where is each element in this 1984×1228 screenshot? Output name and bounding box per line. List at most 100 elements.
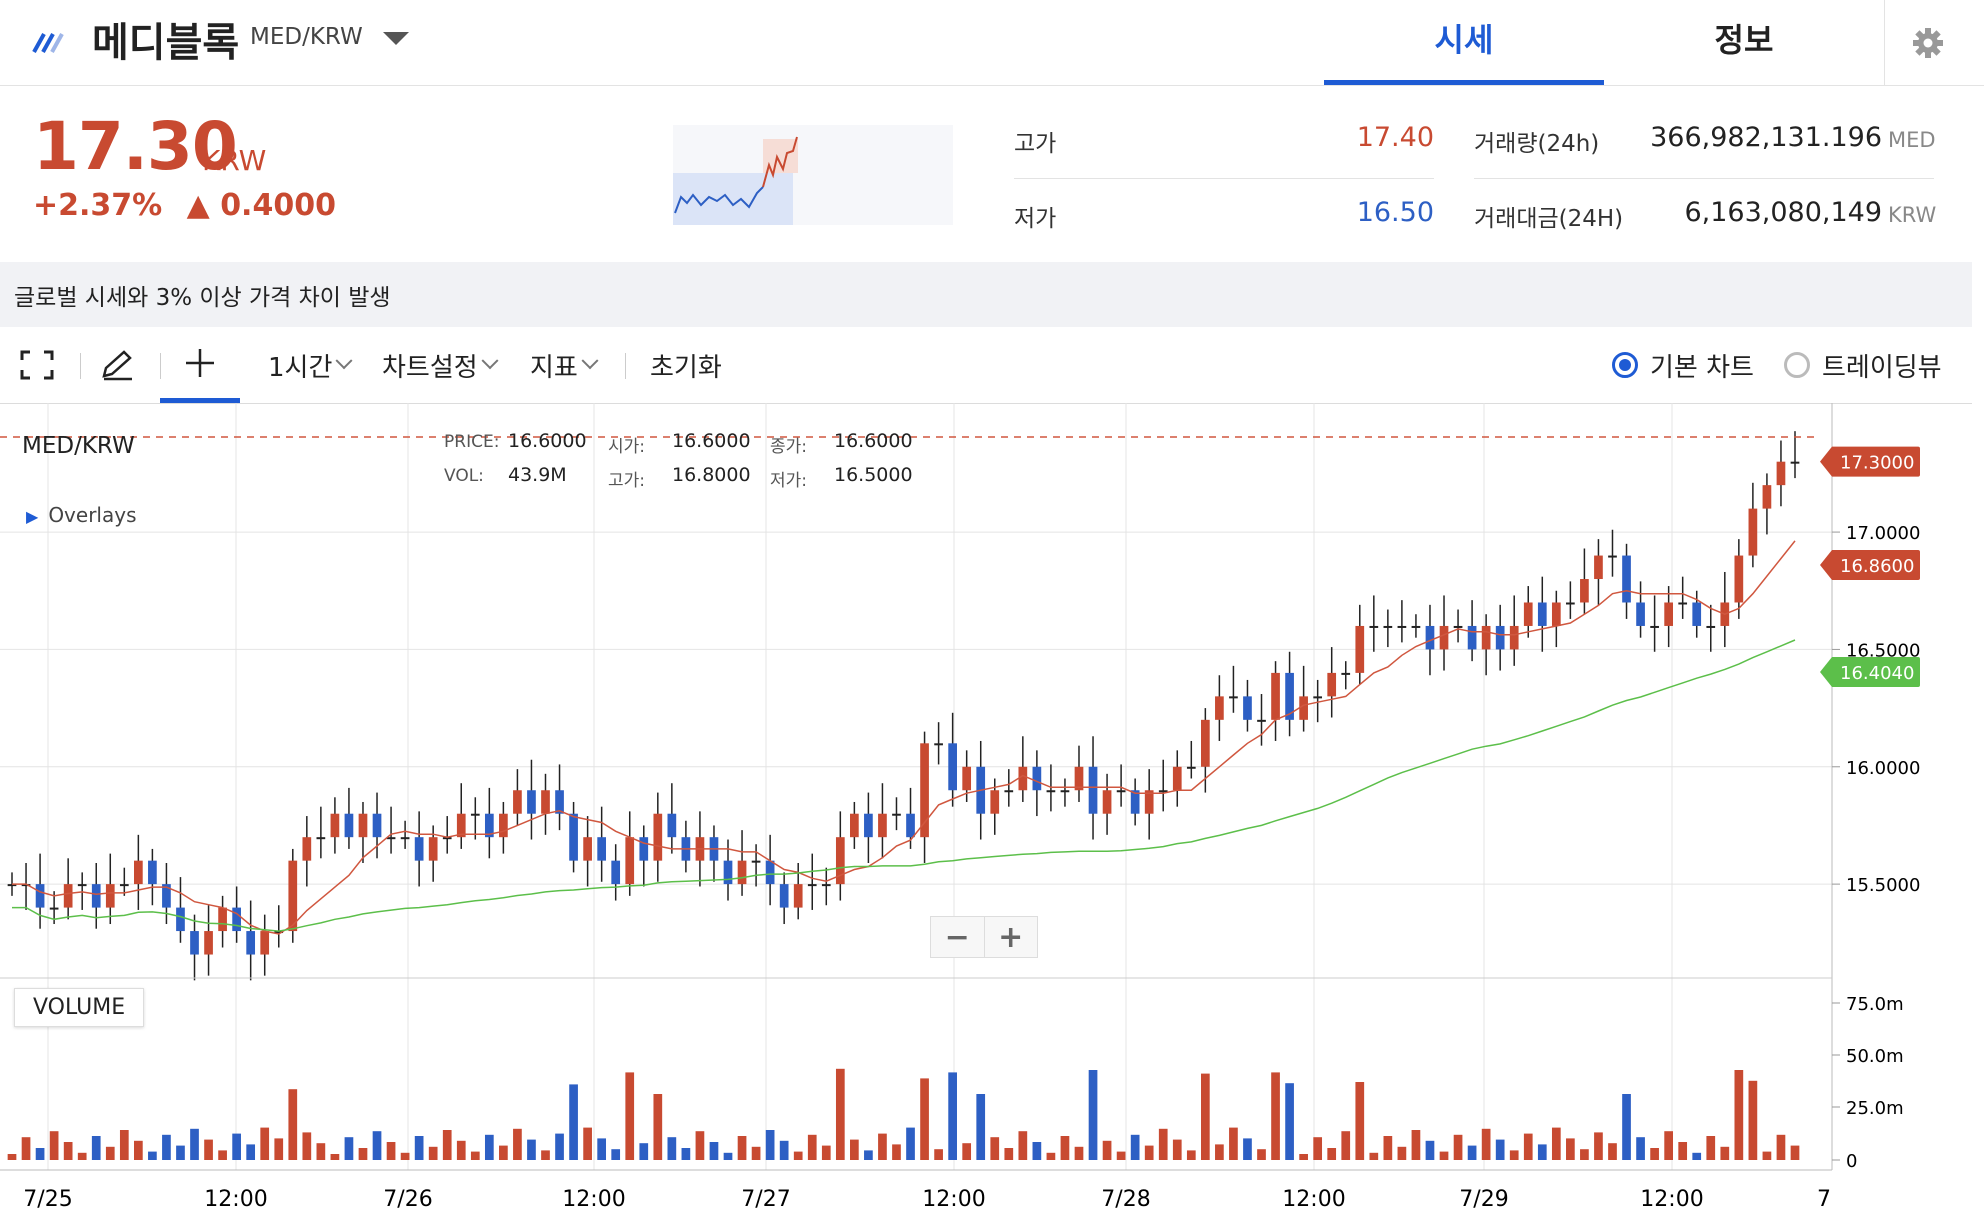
candle-body xyxy=(1594,555,1603,580)
candle-body xyxy=(513,790,522,814)
volume-bar xyxy=(1706,1136,1716,1160)
settings-button[interactable] xyxy=(1884,0,1971,85)
volume-bar xyxy=(611,1149,621,1160)
volume-title: VOLUME xyxy=(14,988,145,1027)
candle-body xyxy=(134,860,143,885)
tradingview-radio[interactable]: 트레이딩뷰 xyxy=(1784,327,1942,403)
radio-selected-icon xyxy=(1612,352,1638,378)
candle-body xyxy=(330,813,340,838)
overlays-toggle[interactable]: ▶ Overlays xyxy=(26,503,137,527)
interval-select[interactable]: 1시간 xyxy=(268,327,353,403)
volume-bar xyxy=(962,1143,972,1160)
volume-bar xyxy=(1397,1146,1407,1160)
indicators-button[interactable]: 지표 xyxy=(530,327,599,403)
candle-body xyxy=(765,860,775,885)
volume-bar xyxy=(555,1133,564,1160)
volume-bar xyxy=(232,1133,241,1160)
volume-bar xyxy=(513,1128,522,1160)
price-chart[interactable]: 17.0000 16.5000 16.0000 15.5000 75.0m 50.0m 25… xyxy=(0,403,1972,1228)
volume-bar xyxy=(344,1137,354,1160)
chevron-down-icon xyxy=(481,352,499,370)
candle-body xyxy=(386,837,396,840)
candle-body xyxy=(7,884,17,887)
ma-long-line xyxy=(12,639,1796,932)
volume-bar xyxy=(1566,1138,1575,1160)
candle-body xyxy=(1692,602,1702,626)
volume-bar xyxy=(920,1078,929,1160)
candle-body xyxy=(597,837,607,861)
volume-bar xyxy=(527,1139,536,1160)
zoom-out-button[interactable]: − xyxy=(931,917,985,957)
volume-bar xyxy=(302,1132,312,1160)
volume-bar xyxy=(1523,1133,1533,1160)
volume-bar xyxy=(91,1136,101,1160)
volume-bar xyxy=(1439,1151,1449,1160)
play-icon: ▶ xyxy=(26,507,39,526)
x-tick-label: 12:00 xyxy=(562,1187,625,1212)
price-tag xyxy=(1820,656,1920,687)
volume-bar xyxy=(1720,1146,1730,1160)
candle-body xyxy=(21,884,31,887)
volume-bar xyxy=(821,1145,831,1160)
volume-bar xyxy=(681,1148,691,1160)
price-tag xyxy=(1820,446,1920,477)
candle-body xyxy=(1678,602,1688,605)
candle-body xyxy=(1509,625,1519,650)
candle-body xyxy=(246,931,256,955)
volume-bar xyxy=(1243,1138,1252,1160)
volume-bar xyxy=(246,1144,256,1160)
fullscreen-button[interactable] xyxy=(20,327,54,403)
x-tick-label: 7/27 xyxy=(741,1187,790,1212)
radio-unselected-icon xyxy=(1784,352,1810,378)
volume-bar xyxy=(1271,1072,1280,1160)
volume-bar xyxy=(330,1154,340,1160)
crosshair-button[interactable] xyxy=(160,327,240,403)
candle-body xyxy=(1285,672,1294,720)
candle-body xyxy=(1580,579,1589,603)
draw-button[interactable] xyxy=(100,327,136,403)
volume-bar xyxy=(541,1150,550,1160)
candle-body xyxy=(864,813,873,838)
basic-chart-radio[interactable]: 기본 차트 xyxy=(1612,327,1754,403)
volume-bar xyxy=(1060,1136,1070,1160)
reset-button[interactable]: 초기화 xyxy=(650,352,722,383)
y-tick-label: 17.0000 xyxy=(1846,523,1920,544)
volume-bar xyxy=(148,1151,157,1160)
volume-bar xyxy=(765,1130,775,1160)
price-value: 16.6000 xyxy=(508,430,587,452)
volume-tick-label: 25.0m xyxy=(1846,1098,1904,1119)
volume-bar xyxy=(176,1145,185,1160)
volume-bar xyxy=(793,1151,803,1160)
candle-body xyxy=(751,860,761,863)
candle-body xyxy=(1748,508,1758,556)
candle-body xyxy=(176,907,185,932)
change-amount: ▲ 0.4000 xyxy=(186,188,336,223)
notice-text: 글로벌 시세와 3% 이상 가격 차이 발생 xyxy=(14,285,391,311)
candle-body xyxy=(1102,790,1112,814)
high-value: 17.40 xyxy=(1356,122,1434,153)
coin-dropdown-icon[interactable] xyxy=(383,32,409,45)
candle-body xyxy=(1088,766,1098,814)
volume-bar xyxy=(386,1142,396,1160)
candle-body xyxy=(611,860,621,885)
change-percent: +2.37% xyxy=(33,188,163,223)
candle-body xyxy=(400,837,410,840)
top-header xyxy=(0,0,1984,86)
chart-settings-label: 차트설정 xyxy=(382,352,478,383)
x-tick-label: 7 xyxy=(1817,1187,1831,1212)
candle-body xyxy=(316,837,326,840)
chart-settings-button[interactable]: 차트설정 xyxy=(382,327,499,403)
tab-quote[interactable]: 시세 xyxy=(1324,0,1604,85)
price-tag-label: 17.3000 xyxy=(1840,453,1914,474)
volume-bar xyxy=(892,1144,901,1160)
pencil-icon xyxy=(102,350,132,381)
price-tag-label: 16.4040 xyxy=(1840,663,1914,684)
zoom-in-button[interactable]: + xyxy=(998,919,1024,955)
tab-info[interactable]: 정보 xyxy=(1714,21,1774,59)
candle-body xyxy=(162,884,171,908)
volume-bar xyxy=(695,1131,705,1160)
candle-body xyxy=(835,837,845,885)
candle-body xyxy=(779,884,789,908)
volume-bar xyxy=(1215,1144,1224,1160)
volume-bar xyxy=(1664,1131,1673,1160)
